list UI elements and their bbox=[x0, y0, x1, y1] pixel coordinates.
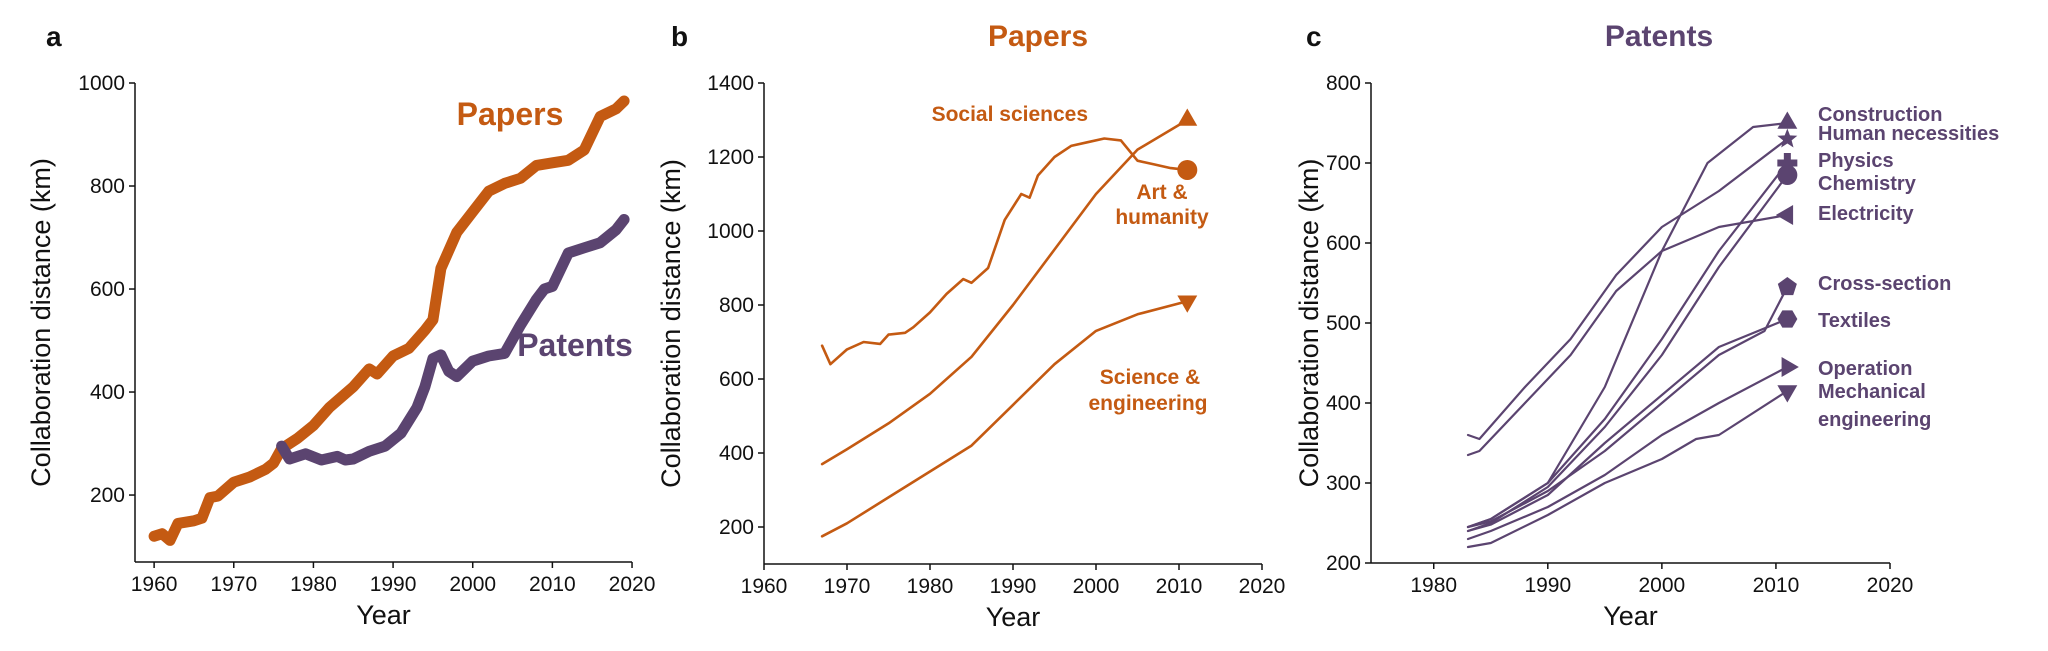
series-label: Cross-section bbox=[1818, 273, 1951, 295]
y-tick-label: 1400 bbox=[707, 72, 754, 95]
series-line-papers bbox=[148, 95, 630, 546]
y-tick-label: 1200 bbox=[707, 146, 754, 169]
x-tick-label: 1980 bbox=[907, 575, 954, 598]
panel-c: 200 300 400 500 600 700 800 1980 1990 2000 2010 202… bbox=[1294, 72, 1999, 631]
y-axis-label: Collaboration distance (km) bbox=[26, 158, 56, 487]
x-tick-label: 1970 bbox=[824, 575, 871, 598]
series-marker-human-necessities bbox=[1777, 128, 1798, 148]
series-marker-science-engineering bbox=[1177, 295, 1198, 313]
y-axis-label: Collaboration distance (km) bbox=[1294, 159, 1324, 488]
series-label: Science & bbox=[1100, 366, 1200, 389]
x-tick-label: 1960 bbox=[131, 573, 178, 596]
x-tick-label: 2000 bbox=[1073, 575, 1120, 598]
panel-letter-b: b bbox=[671, 21, 688, 52]
panel-b-title: Papers bbox=[988, 20, 1088, 53]
series-label: Mechanical bbox=[1818, 381, 1926, 403]
series-line-chemistry bbox=[1466, 173, 1789, 533]
series-label: engineering bbox=[1088, 392, 1207, 415]
series-marker-operation bbox=[1781, 357, 1799, 377]
x-tick-label: 1980 bbox=[290, 573, 337, 596]
y-tick-label: 200 bbox=[719, 516, 754, 539]
x-tick-label: 2020 bbox=[609, 573, 656, 596]
series-marker-textiles bbox=[1777, 310, 1798, 328]
x-tick-label: 2010 bbox=[1753, 574, 1800, 597]
x-tick-label: 2020 bbox=[1867, 574, 1914, 597]
series-label: Physics bbox=[1818, 150, 1894, 172]
y-tick-label: 1000 bbox=[78, 72, 125, 95]
series-line-science-engineering bbox=[820, 300, 1189, 538]
x-axis-label: Year bbox=[1603, 601, 1658, 631]
series-label: Social sciences bbox=[932, 103, 1088, 126]
y-tick-label: 600 bbox=[1326, 232, 1361, 255]
series-marker-cross-section bbox=[1777, 277, 1797, 296]
series-label: Papers bbox=[457, 96, 564, 132]
series-line-mechanical-engineering bbox=[1466, 389, 1789, 549]
y-tick-label: 500 bbox=[1326, 312, 1361, 335]
series-marker-social-sciences bbox=[1177, 108, 1198, 126]
x-tick-label: 1970 bbox=[210, 573, 257, 596]
x-axis-label: Year bbox=[986, 602, 1041, 632]
series-label: Patents bbox=[517, 327, 633, 363]
panel-a: 200 400 600 800 1000 1960 1970 1980 1990 2000 2010… bbox=[26, 72, 655, 630]
y-tick-label: 700 bbox=[1326, 152, 1361, 175]
y-tick-label: 1000 bbox=[707, 220, 754, 243]
y-tick-label: 200 bbox=[90, 484, 125, 507]
y-tick-label: 600 bbox=[719, 368, 754, 391]
x-tick-label: 1990 bbox=[1524, 574, 1571, 597]
series-marker-chemistry bbox=[1777, 165, 1798, 185]
y-tick-label: 400 bbox=[719, 442, 754, 465]
series-label: Operation bbox=[1818, 358, 1912, 380]
y-tick-label: 400 bbox=[1326, 392, 1361, 415]
series-line-art-humanity bbox=[820, 137, 1189, 366]
x-tick-label: 2010 bbox=[1156, 575, 1203, 598]
series-label: Art & bbox=[1136, 181, 1187, 204]
series-label: engineering bbox=[1818, 409, 1931, 431]
series-line-electricity bbox=[1466, 213, 1789, 457]
y-tick-label: 800 bbox=[719, 294, 754, 317]
y-tick-label: 300 bbox=[1326, 472, 1361, 495]
series-line-social-sciences bbox=[820, 118, 1189, 466]
x-tick-label: 1960 bbox=[741, 575, 788, 598]
series-line-cross-section bbox=[1466, 285, 1789, 529]
x-tick-label: 1980 bbox=[1410, 574, 1457, 597]
y-tick-label: 200 bbox=[1326, 552, 1361, 575]
series-line-patents bbox=[276, 214, 630, 466]
y-tick-label: 600 bbox=[90, 278, 125, 301]
x-axis-label: Year bbox=[356, 600, 411, 630]
y-tick-label: 400 bbox=[90, 381, 125, 404]
series-label: Construction bbox=[1818, 104, 1942, 126]
series-marker-construction bbox=[1777, 111, 1798, 129]
panel-c-title: Patents bbox=[1605, 20, 1713, 53]
x-tick-label: 2000 bbox=[449, 573, 496, 596]
series-marker-art-humanity bbox=[1177, 159, 1198, 180]
y-axis-label: Collaboration distance (km) bbox=[656, 159, 686, 488]
y-tick-label: 800 bbox=[90, 175, 125, 198]
x-tick-label: 2020 bbox=[1239, 575, 1286, 598]
series-marker-electricity bbox=[1775, 205, 1794, 225]
panel-b: 200 400 600 800 1000 1200 1400 1960 1970 1980 1990… bbox=[656, 72, 1285, 632]
panel-letter-c: c bbox=[1306, 21, 1322, 52]
series-label: Electricity bbox=[1818, 203, 1914, 225]
x-tick-label: 1990 bbox=[370, 573, 417, 596]
series-marker-physics bbox=[1777, 153, 1798, 173]
series-label: Textiles bbox=[1818, 310, 1891, 332]
series-label: humanity bbox=[1115, 206, 1209, 229]
series-line-textiles bbox=[1466, 317, 1789, 533]
series-line-physics bbox=[1466, 161, 1789, 529]
panel-letter-a: a bbox=[46, 21, 62, 52]
series-line-construction bbox=[1466, 121, 1789, 529]
series-label: Chemistry bbox=[1818, 173, 1917, 195]
series-label: Human necessities bbox=[1818, 123, 1999, 145]
series-line-operation bbox=[1466, 365, 1789, 541]
series-line-human-necessities bbox=[1466, 137, 1789, 441]
x-tick-label: 1990 bbox=[990, 575, 1037, 598]
x-tick-label: 2010 bbox=[529, 573, 576, 596]
y-tick-label: 800 bbox=[1326, 72, 1361, 95]
x-tick-label: 2000 bbox=[1639, 574, 1686, 597]
series-marker-mechanical-engineering bbox=[1777, 385, 1798, 403]
